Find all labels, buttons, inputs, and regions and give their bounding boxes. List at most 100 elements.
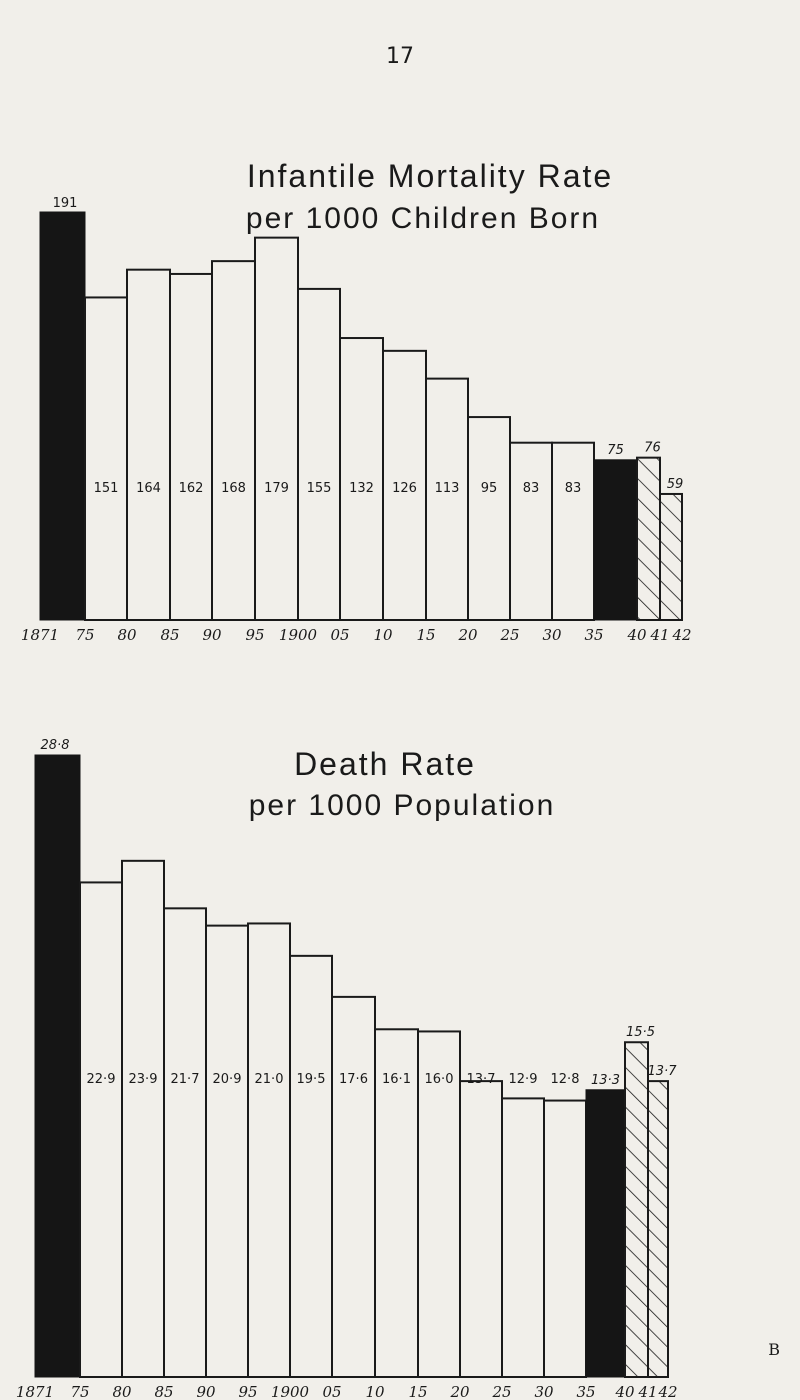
bar-top-value-label: 13·7 (648, 1064, 678, 1079)
chart-title-line1: Death Rate (294, 746, 476, 782)
chart-title-line1: Infantile Mortality Rate (247, 158, 613, 194)
bar-value-label: 83 (565, 481, 582, 496)
x-tick-label: 85 (154, 1383, 173, 1400)
bar-value-label: 162 (179, 481, 204, 496)
bar-value-label: 23·9 (129, 1072, 158, 1087)
x-tick-label: 25 (491, 1383, 511, 1400)
bar-value-label: 151 (94, 481, 119, 496)
bar-value-label: 132 (349, 481, 374, 496)
bar-1926-30 (501, 1097, 545, 1378)
bars: 22·9 23·9 21·7 20·9 21·0 19·5 17·6 16·1 16·0 13·7… (34, 754, 678, 1379)
bar-1871-75 (34, 754, 81, 1378)
bar-1881-85 (126, 268, 171, 621)
x-axis-ticks: 1871 75 80 85 90 95 1900 05 10 15 20 25 30 35 40 41 42 (16, 1383, 678, 1400)
x-tick-label: 1871 (16, 1383, 54, 1400)
bar-value-label: 168 (221, 481, 246, 496)
bar-value-label: 20·9 (213, 1072, 242, 1087)
x-tick-label: 20 (457, 626, 478, 644)
bar-top-value-label: 76 (644, 441, 661, 456)
bar-1886-90 (163, 907, 207, 1378)
x-tick-label: 05 (330, 626, 349, 644)
death-rate-chart: Death Rate per 1000 Population 28·8 22·9… (16, 738, 678, 1400)
infant-mortality-chart: Infantile Mortality Rate per 1000 Childr… (21, 158, 692, 644)
bar-value-label: 126 (392, 481, 417, 496)
bar-value-label: 12·8 (551, 1072, 580, 1087)
bar-1876-80 (84, 296, 128, 621)
x-tick-label: 90 (196, 1383, 216, 1400)
x-tick-label: 80 (117, 626, 137, 644)
chart-title-line2: per 1000 Children Born (246, 202, 600, 235)
bar-top-value-label: 59 (667, 477, 684, 492)
bar-1931-35 (543, 1099, 587, 1378)
x-tick-label: 42 (671, 626, 691, 644)
x-tick-label: 1900 (279, 626, 318, 644)
bar-1886-90 (169, 272, 213, 621)
x-tick-label: 75 (70, 1383, 89, 1400)
bar-value-label: 16·0 (425, 1072, 454, 1087)
x-tick-label: 41 (637, 1383, 657, 1400)
bar-value-label: 164 (136, 481, 161, 496)
x-tick-label: 30 (542, 626, 562, 644)
x-tick-label: 40 (626, 626, 647, 644)
bar-1940-41 (636, 456, 661, 621)
bar-1906-10 (331, 995, 376, 1378)
x-tick-label: 95 (238, 1383, 257, 1400)
x-tick-label: 30 (534, 1383, 554, 1400)
bar-value-label: 17·6 (339, 1072, 368, 1087)
bar-1931-35 (551, 441, 595, 621)
x-tick-label: 05 (322, 1383, 341, 1400)
x-tick-label: 15 (416, 626, 435, 644)
bars: 151 164 162 168 179 155 132 126 113 95 83 83 75 76 59 (39, 211, 684, 622)
bar-1881-85 (121, 859, 165, 1378)
top-value-label: 191 (53, 196, 78, 211)
bar-1941-42 (647, 1080, 669, 1378)
top-value-label: 28·8 (41, 738, 70, 753)
x-tick-label: 40 (614, 1383, 635, 1400)
x-axis-ticks: 1871 75 80 85 90 95 1900 05 10 15 20 25 30 35 40 41 42 (21, 626, 692, 644)
bar-value-label: 22·9 (87, 1072, 116, 1087)
x-tick-label: 95 (245, 626, 264, 644)
x-tick-label: 20 (449, 1383, 470, 1400)
page-number: 17 (386, 44, 414, 69)
bar-1901-05 (297, 287, 341, 621)
bar-1891-95 (205, 924, 249, 1379)
x-tick-label: 25 (499, 626, 519, 644)
bar-value-label: 21·7 (171, 1072, 200, 1087)
x-tick-label: 35 (584, 626, 603, 644)
x-tick-label: 75 (75, 626, 94, 644)
x-tick-label: 1900 (271, 1383, 310, 1400)
bar-value-label: 95 (481, 481, 498, 496)
bar-value-label: 179 (264, 481, 289, 496)
bar-1896-1900 (247, 922, 291, 1378)
x-tick-label: 85 (160, 626, 179, 644)
bar-1896-1900 (254, 236, 299, 621)
bar-value-label: 83 (523, 481, 540, 496)
bar-1941-42 (659, 492, 683, 622)
x-tick-label: 1871 (21, 626, 59, 644)
signature-mark: B (768, 1340, 780, 1359)
bar-1876-80 (79, 881, 123, 1378)
bar-value-label: 21·0 (255, 1072, 284, 1087)
x-tick-label: 35 (576, 1383, 595, 1400)
bar-1871-75 (39, 211, 86, 621)
x-tick-label: 42 (657, 1383, 677, 1400)
bar-value-label: 16·1 (382, 1072, 411, 1087)
bar-1901-05 (289, 954, 333, 1379)
bar-top-value-label: 15·5 (626, 1025, 655, 1040)
bar-top-value-label: 13·3 (591, 1073, 620, 1088)
x-tick-label: 90 (202, 626, 222, 644)
bar-value-label: 113 (435, 481, 460, 496)
bar-1916-20 (425, 377, 469, 621)
bar-1921-25 (467, 416, 511, 621)
bar-1891-95 (211, 260, 256, 621)
bar-value-label: 19·5 (297, 1072, 326, 1087)
bar-1940-41 (624, 1041, 649, 1378)
bar-1936-40 (593, 459, 638, 621)
bar-1921-25 (459, 1080, 503, 1378)
bar-value-label: 155 (307, 481, 332, 496)
x-tick-label: 10 (373, 626, 393, 644)
x-tick-label: 15 (408, 1383, 427, 1400)
x-tick-label: 80 (112, 1383, 132, 1400)
bar-value-label: 13·7 (467, 1072, 496, 1087)
bar-1926-30 (509, 441, 553, 621)
